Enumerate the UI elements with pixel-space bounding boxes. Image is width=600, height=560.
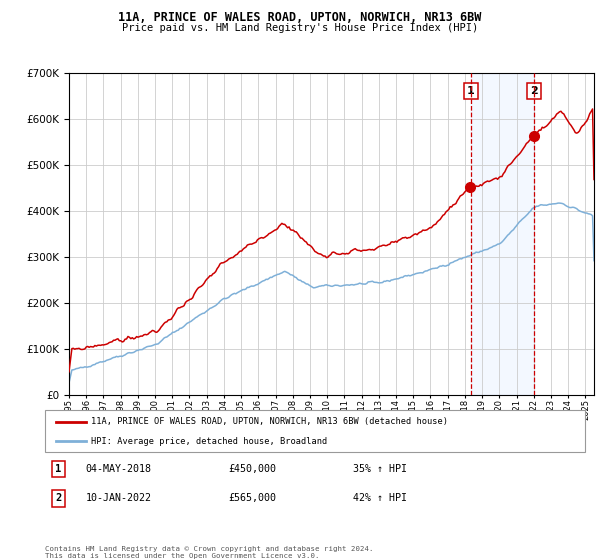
Text: 10-JAN-2022: 10-JAN-2022 [86,493,151,503]
Text: £565,000: £565,000 [229,493,277,503]
Text: 1: 1 [55,464,62,474]
Text: 04-MAY-2018: 04-MAY-2018 [86,464,151,474]
Text: 11A, PRINCE OF WALES ROAD, UPTON, NORWICH, NR13 6BW: 11A, PRINCE OF WALES ROAD, UPTON, NORWIC… [118,11,482,24]
Text: 2: 2 [530,86,538,96]
Text: 1: 1 [467,86,475,96]
Text: HPI: Average price, detached house, Broadland: HPI: Average price, detached house, Broa… [91,437,327,446]
Text: Price paid vs. HM Land Registry's House Price Index (HPI): Price paid vs. HM Land Registry's House … [122,23,478,33]
Text: Contains HM Land Registry data © Crown copyright and database right 2024.
This d: Contains HM Land Registry data © Crown c… [45,546,373,559]
Text: 2: 2 [55,493,62,503]
Bar [470,73,534,395]
Text: £450,000: £450,000 [229,464,277,474]
Text: 42% ↑ HPI: 42% ↑ HPI [353,493,407,503]
Text: 11A, PRINCE OF WALES ROAD, UPTON, NORWICH, NR13 6BW (detached house): 11A, PRINCE OF WALES ROAD, UPTON, NORWIC… [91,417,448,426]
Text: 35% ↑ HPI: 35% ↑ HPI [353,464,407,474]
